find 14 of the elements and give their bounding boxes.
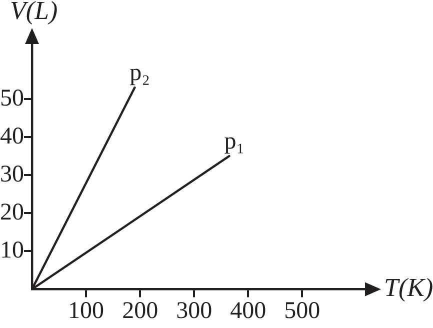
y-tick-label: 50 — [0, 85, 24, 112]
x-tick-label: 200 — [122, 298, 158, 324]
series-label: p₁ — [224, 128, 245, 154]
x-axis-title: T(K) — [384, 273, 433, 302]
series-label: p₂ — [130, 60, 150, 86]
y-tick-label: 20 — [0, 199, 24, 226]
y-tick-label: 30 — [0, 161, 24, 188]
x-tick-label: 400 — [230, 298, 266, 324]
x-tick-label: 100 — [68, 298, 104, 324]
y-tick-label: 10 — [0, 237, 24, 264]
y-tick-label: 40 — [0, 123, 24, 150]
x-tick-label: 500 — [284, 298, 320, 324]
y-axis-title: V(L) — [10, 0, 58, 25]
x-tick-label: 300 — [176, 298, 212, 324]
